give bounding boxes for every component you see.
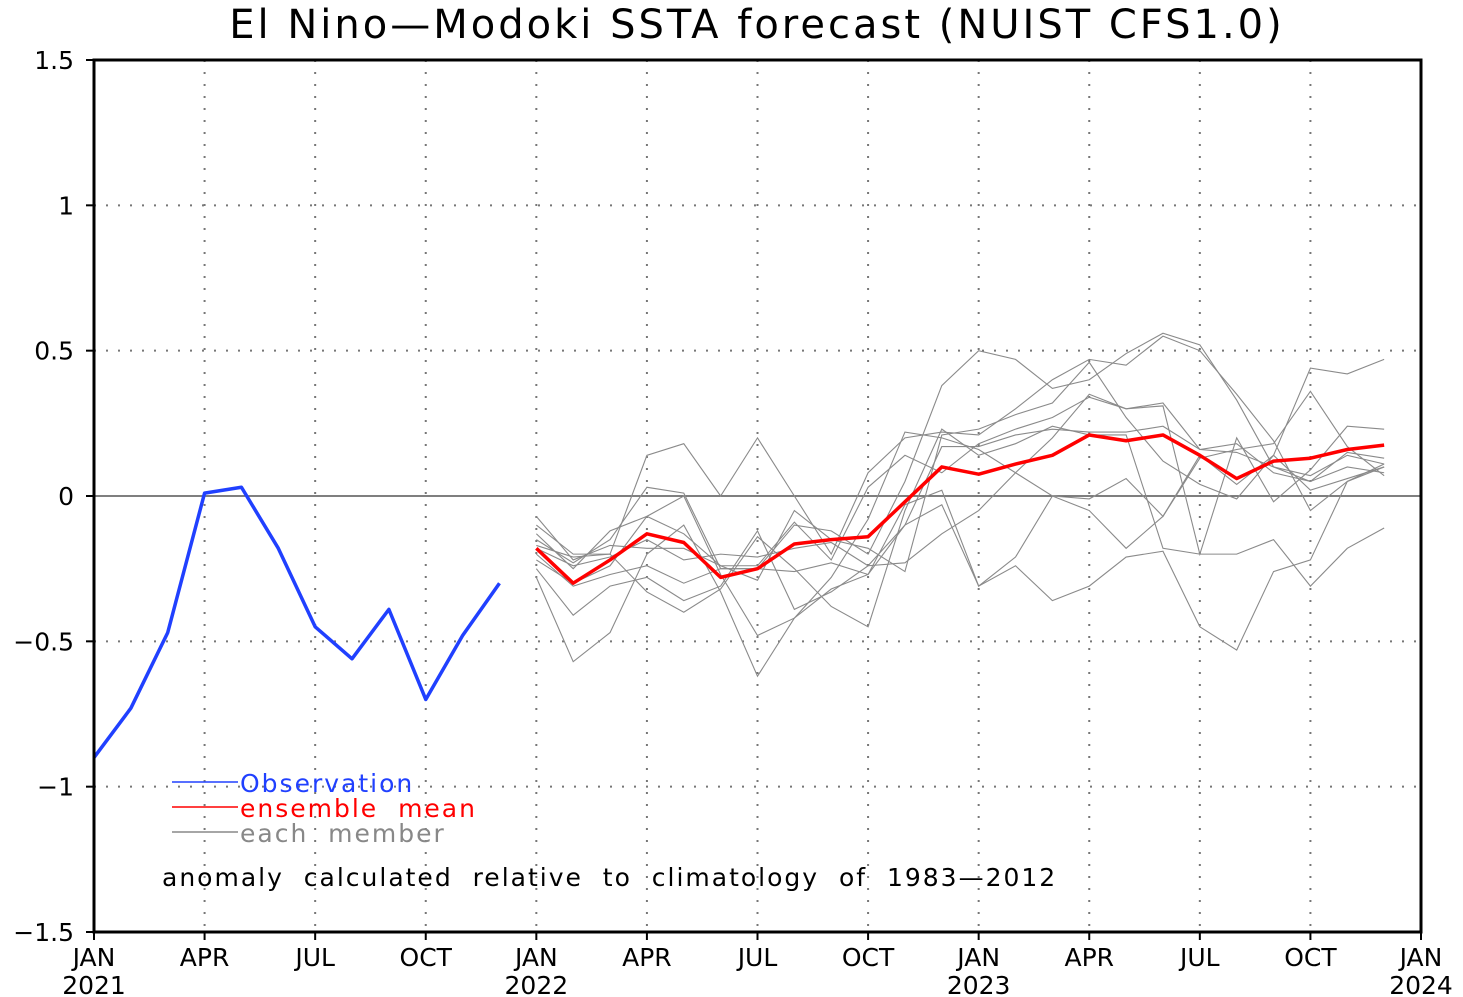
member-lines: [535, 332, 1385, 678]
y-tick-label: 1.5: [34, 46, 74, 75]
x-tick-label: APR: [1064, 943, 1114, 972]
legend: Observation ensemble mean each member: [172, 769, 477, 848]
x-tick-label: JAN: [955, 943, 1000, 972]
x-tick-label: JUL: [293, 943, 335, 972]
y-tick-label: 0: [58, 482, 74, 511]
x-tick-year-label: 2022: [505, 971, 569, 997]
x-tick-label: JUL: [736, 943, 778, 972]
x-tick-label: JUL: [1178, 943, 1220, 972]
x-tick-label: JAN: [1398, 943, 1443, 972]
member-line: [535, 390, 1385, 678]
y-tick-label: 0.5: [34, 337, 74, 366]
x-tick-year-label: 2024: [1389, 971, 1453, 997]
x-tick-label: OCT: [1284, 943, 1337, 972]
legend-label-observation: Observation: [240, 769, 414, 798]
x-tick-year-label: 2021: [62, 971, 126, 997]
x-tick-label: APR: [622, 943, 672, 972]
x-tick-label: JAN: [513, 943, 558, 972]
member-line: [536, 425, 1385, 567]
ensemble-mean-line: [535, 433, 1385, 585]
y-tick-label: −1.5: [13, 918, 74, 947]
member-line: [536, 358, 1385, 637]
series-lines: [92, 433, 1385, 759]
member-line: [535, 463, 1385, 651]
legend-label-each-member: each member: [240, 819, 446, 848]
member-line: [535, 361, 1385, 581]
y-tick-label: 1: [58, 191, 74, 220]
y-axis: 1.5 1 0.5 0 −0.5 −1 −1.5: [13, 46, 94, 947]
x-tick-label: OCT: [400, 943, 453, 972]
y-tick-label: −1: [37, 773, 74, 802]
y-tick-label: −0.5: [13, 627, 74, 656]
x-tick-label: APR: [180, 943, 230, 972]
x-tick-year-label: 2023: [947, 971, 1011, 997]
member-line: [535, 393, 1385, 616]
climatology-annotation: anomaly calculated relative to climatolo…: [162, 863, 1057, 892]
observation-line: [92, 485, 501, 759]
x-tick-label: JAN: [71, 943, 116, 972]
member-line: [536, 332, 1385, 570]
x-tick-label: OCT: [842, 943, 895, 972]
member-line: [535, 396, 1385, 567]
member-line: [535, 335, 1385, 556]
chart-title: El Nino—Modoki SSTA forecast (NUIST CFS1…: [229, 2, 1284, 48]
legend-label-ensemble-mean: ensemble mean: [240, 794, 477, 823]
member-line: [536, 425, 1385, 628]
